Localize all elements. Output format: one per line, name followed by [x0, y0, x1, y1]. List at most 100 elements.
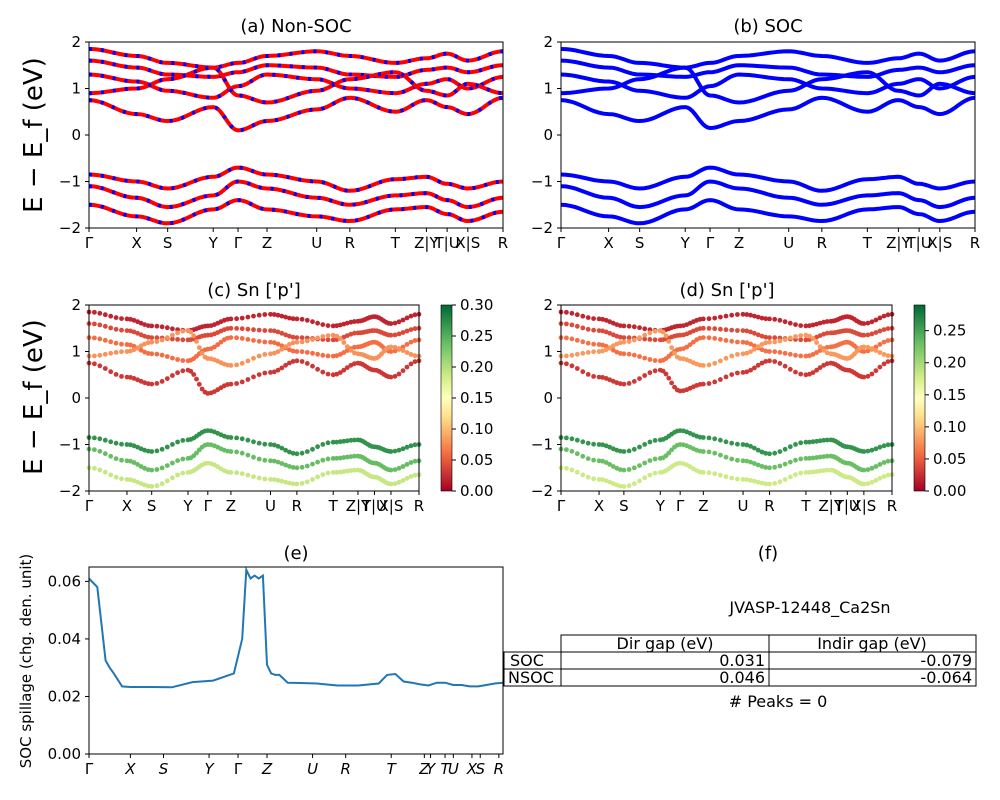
band-point: [810, 439, 816, 445]
band-point: [817, 333, 823, 338]
band-point: [251, 338, 256, 343]
xtick-label: U: [783, 234, 794, 252]
band-point: [712, 360, 718, 366]
xtick-label: U: [738, 497, 749, 515]
band-point: [718, 452, 723, 458]
band-point: [180, 337, 186, 343]
band-point: [885, 472, 891, 478]
band-point: [245, 437, 251, 443]
band-point: [92, 353, 97, 359]
band-point: [337, 370, 343, 375]
band-point: [735, 370, 740, 376]
band-point: [352, 344, 357, 350]
band-point: [591, 374, 596, 379]
band-point: [131, 317, 137, 323]
band-point: [793, 352, 798, 358]
band-point: [304, 361, 310, 366]
band-point: [817, 454, 823, 460]
panel-c-bands: [86, 309, 422, 489]
band-point: [159, 379, 165, 384]
ytick-label: 2: [543, 296, 553, 314]
xtick-label: Y: [655, 497, 666, 515]
band-line: [88, 47, 504, 70]
band-point: [97, 448, 103, 454]
band-point: [294, 481, 300, 487]
band-point: [700, 316, 706, 322]
band-point: [873, 446, 879, 452]
band-point: [580, 439, 586, 445]
band-point: [268, 370, 273, 375]
band-point: [718, 314, 723, 320]
band-point: [310, 446, 315, 452]
band-line: [560, 179, 976, 210]
band-point: [388, 321, 394, 326]
band-point: [341, 367, 347, 373]
band-point: [131, 343, 137, 349]
band-point: [700, 449, 706, 454]
xtick-label: R: [817, 234, 827, 252]
panel-a-yticks: 2 1 0 −1 −2: [59, 33, 89, 237]
band-point: [325, 337, 331, 343]
band-point: [885, 442, 891, 448]
band-point: [723, 338, 729, 343]
band-point: [591, 457, 596, 463]
band-point: [610, 347, 616, 353]
band-point: [330, 439, 336, 445]
band-point: [647, 370, 653, 376]
panel-c-title: (c) Sn ['p']: [207, 280, 301, 301]
band-point: [396, 465, 402, 471]
band-point: [294, 339, 300, 345]
xtick-label: Γ: [557, 234, 566, 252]
band-point: [596, 477, 602, 482]
band-point: [569, 336, 575, 342]
band-point: [304, 350, 310, 355]
band-point: [262, 476, 268, 482]
band-point: [268, 458, 273, 464]
band-point: [164, 463, 170, 468]
band-point: [782, 461, 788, 467]
band-point: [315, 335, 320, 341]
band-point: [279, 478, 285, 484]
band-point: [861, 349, 867, 354]
band-point: [782, 363, 788, 369]
band-point: [569, 363, 575, 369]
band-point: [175, 458, 181, 463]
xtick-label: Y: [208, 234, 219, 252]
colorbar-tick-label: 0.20: [933, 354, 966, 372]
band-point: [637, 463, 642, 468]
band-point: [772, 481, 778, 486]
band-point: [290, 334, 296, 340]
band-point: [652, 358, 658, 363]
band-point: [145, 448, 151, 454]
band-point: [700, 381, 706, 387]
band-point: [170, 326, 175, 332]
band-point: [245, 472, 251, 478]
band-point: [234, 470, 240, 476]
band-point: [352, 319, 357, 324]
panel-b-yticks: 2 1 0 −1 −2: [531, 33, 561, 237]
band-point: [574, 351, 580, 357]
band-point: [873, 478, 879, 483]
band-point: [814, 350, 819, 355]
band-point: [869, 319, 875, 325]
band-point: [228, 449, 234, 454]
band-point: [767, 451, 772, 457]
band-point: [412, 326, 418, 331]
table-row-nsoc-indir: -0.064: [920, 668, 972, 687]
band-point: [647, 439, 653, 445]
band-point: [170, 336, 175, 342]
band-point: [807, 439, 812, 445]
band-point: [824, 330, 830, 336]
band-point: [279, 343, 285, 349]
band-point: [334, 333, 340, 339]
band-point: [97, 352, 103, 358]
band-point: [782, 446, 788, 452]
band-point: [763, 450, 769, 456]
band-point: [239, 450, 245, 456]
band-point: [283, 362, 288, 368]
band-point: [621, 351, 627, 357]
band-point: [564, 335, 569, 341]
band-point: [119, 457, 124, 463]
band-point: [772, 316, 778, 322]
